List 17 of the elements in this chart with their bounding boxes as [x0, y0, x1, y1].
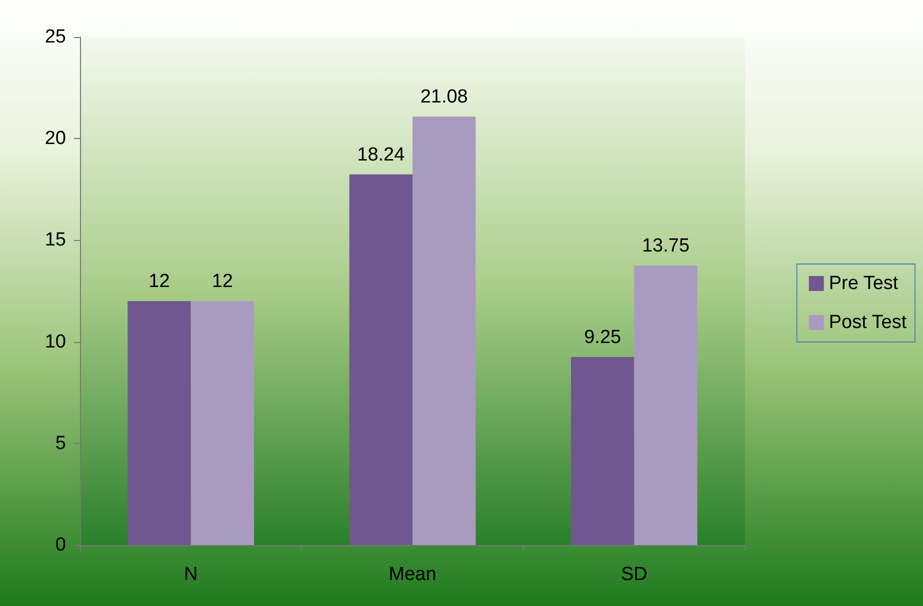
legend-label: Pre Test	[828, 273, 899, 294]
y-tick-label: 0	[55, 534, 66, 556]
y-tick-label: 10	[44, 331, 66, 352]
x-tick-label: SD	[620, 564, 648, 585]
data-label: 9.25	[584, 327, 622, 348]
y-tick-label: 20	[44, 128, 66, 150]
legend-label: Post Test	[828, 312, 908, 333]
y-tick-label: 25	[44, 26, 66, 48]
y-tick-label: 15	[44, 230, 66, 251]
data-label: 21.08	[420, 86, 468, 108]
data-label: 12	[148, 271, 170, 292]
data-label: 13.75	[642, 236, 690, 257]
x-tick-label: Mean	[388, 564, 436, 585]
data-label: 18.24	[357, 144, 406, 166]
y-tick-label: 5	[55, 432, 66, 454]
x-tick-label: N	[184, 564, 198, 585]
data-label: 12	[212, 271, 233, 292]
